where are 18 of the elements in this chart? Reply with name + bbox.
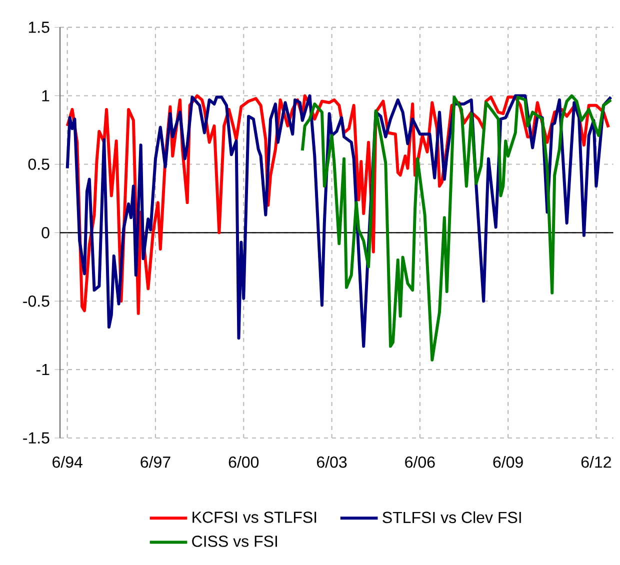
y-tick-label: 1 — [42, 90, 50, 102]
y-tick-label: -1 — [36, 364, 50, 376]
x-tick-label: 6/06 — [405, 456, 435, 468]
legend-label: CISS vs FSI — [192, 536, 277, 547]
x-tick-label: 6/09 — [493, 456, 523, 468]
x-tick-label: 6/00 — [228, 456, 259, 468]
x-tick-label: 6/12 — [581, 456, 611, 468]
line-series — [300, 94, 612, 362]
y-tick-label: 0 — [42, 227, 50, 238]
legend-label: KCFSI vs STLFSI — [192, 512, 316, 523]
x-tick-label: 6/97 — [140, 456, 170, 468]
x-tick-label: 6/94 — [52, 456, 82, 468]
legend-label: STLFSI vs Clev FSI — [382, 511, 521, 524]
y-tick-label: 1.5 — [28, 22, 50, 33]
x-tick-label: 6/03 — [317, 456, 347, 468]
y-tick-label: -1.5 — [23, 432, 50, 444]
y-tick-label: -0.5 — [23, 295, 50, 307]
y-tick-label: 0.5 — [28, 158, 50, 170]
